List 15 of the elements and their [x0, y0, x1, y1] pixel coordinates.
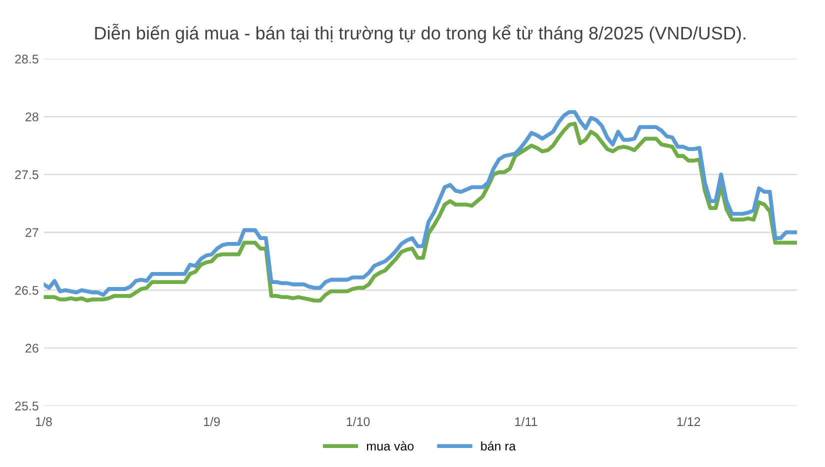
- y-tick-label: 28: [26, 112, 38, 122]
- x-tick-label: 1/9: [204, 416, 220, 426]
- x-tick-label: 1/11: [515, 416, 538, 426]
- y-tick-label: 27: [26, 228, 38, 237]
- x-tick-label: 1/8: [36, 416, 52, 426]
- chart-title: Diễn biến giá mua - bán tại thị trường tự do trong kể từ tháng 8/2025 (VND/USD).: [95, 24, 746, 44]
- y-tick-label: 26: [26, 344, 38, 353]
- x-tick-label: 1/12: [677, 416, 700, 426]
- legend-label: mua vào: [366, 441, 414, 451]
- y-tick-label: 25.5: [15, 402, 38, 410]
- legend-label: bán ra: [481, 441, 516, 451]
- y-tick-label: 26.5: [15, 286, 38, 295]
- y-tick-label: 27.5: [15, 170, 38, 180]
- x-tick-label: 1/10: [346, 416, 370, 426]
- y-tick-label: 28.5: [15, 54, 38, 64]
